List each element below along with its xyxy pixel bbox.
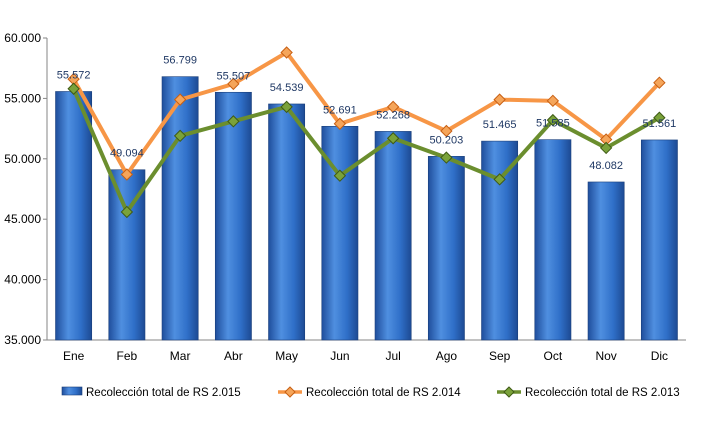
- bar-data-label: 51.561: [643, 118, 677, 130]
- series-2014-point: [280, 46, 293, 59]
- series-2014-point: [546, 94, 560, 108]
- series-2013-point: [67, 82, 80, 95]
- series-2013-point: [333, 169, 347, 182]
- legend-label: Recolección total de RS 2.015: [86, 387, 241, 399]
- bar-data-label: 48.082: [589, 160, 623, 172]
- bar: [640, 139, 678, 341]
- series-2013-point: [173, 129, 187, 143]
- series-2014-point: [653, 76, 666, 89]
- x-tick-label: May: [275, 349, 298, 363]
- legend-label: Recolección total de RS 2.013: [525, 387, 680, 399]
- series-2014-point: [120, 168, 134, 181]
- x-tick-label: Jun: [330, 349, 349, 363]
- bar-data-label: 54.539: [270, 82, 304, 94]
- series-2013-point: [386, 132, 400, 145]
- series-2014-point: [440, 124, 453, 138]
- bar-data-label: 51.465: [483, 119, 517, 131]
- series-2014-line: [71, 50, 662, 177]
- y-tick-label: 40.000: [4, 273, 41, 287]
- bar-data-label: 56.799: [163, 55, 197, 67]
- y-tick-label: 35.000: [4, 333, 41, 347]
- series-2014-point: [386, 100, 400, 114]
- series-2013-point: [653, 111, 666, 124]
- series-2014-point: [227, 77, 240, 91]
- bar: [374, 131, 412, 341]
- series-2013-point: [493, 173, 506, 186]
- x-tick-label: Ene: [63, 349, 85, 363]
- y-tick-label: 55.000: [4, 91, 41, 105]
- x-tick-label: Feb: [117, 349, 138, 363]
- x-tick-label: Mar: [170, 349, 191, 363]
- y-tick-label: 60.000: [4, 31, 41, 45]
- series-2013-point: [546, 113, 560, 127]
- legend-swatch-2015: [61, 386, 83, 396]
- x-tick-label: Jul: [385, 349, 400, 363]
- y-tick-label: 50.000: [4, 152, 41, 166]
- y-tick-label: 45.000: [4, 212, 41, 226]
- bar: [587, 181, 625, 341]
- legend-marker-swatch: [284, 386, 296, 398]
- series-2013-point: [227, 115, 240, 128]
- bar: [427, 156, 465, 341]
- bar: [534, 139, 572, 341]
- bar-data-label: 55.507: [217, 70, 251, 82]
- series-2014-point: [173, 93, 187, 106]
- series-2013-point: [120, 205, 134, 219]
- series-2014-point: [333, 117, 347, 130]
- bar: [481, 140, 519, 341]
- x-tick-label: Ago: [436, 349, 458, 363]
- x-tick-label: Abr: [224, 349, 243, 363]
- series-2013-point: [599, 141, 613, 155]
- x-tick-label: Sep: [489, 349, 511, 363]
- series-2013-line: [71, 86, 662, 214]
- series-2013-point: [440, 151, 453, 164]
- bar: [268, 103, 306, 341]
- series-2013-point: [280, 100, 293, 114]
- series-2014-point: [493, 93, 506, 106]
- bar: [55, 91, 93, 341]
- legend-marker-swatch: [503, 386, 515, 398]
- bar: [161, 76, 199, 341]
- bar-data-label: 51.585: [536, 118, 570, 130]
- x-tick-label: Nov: [595, 349, 616, 363]
- bar-data-label: 50.203: [430, 134, 464, 146]
- bar-data-label: 49.094: [110, 148, 144, 160]
- bar-data-label: 52.268: [376, 109, 410, 121]
- bar: [214, 91, 252, 341]
- bar-data-label: 52.691: [323, 104, 357, 116]
- x-tick-label: Dic: [651, 349, 668, 363]
- bar-data-label: 55.572: [57, 69, 91, 81]
- x-tick-label: Oct: [544, 349, 563, 363]
- legend-label: Recolección total de RS 2.014: [306, 387, 461, 399]
